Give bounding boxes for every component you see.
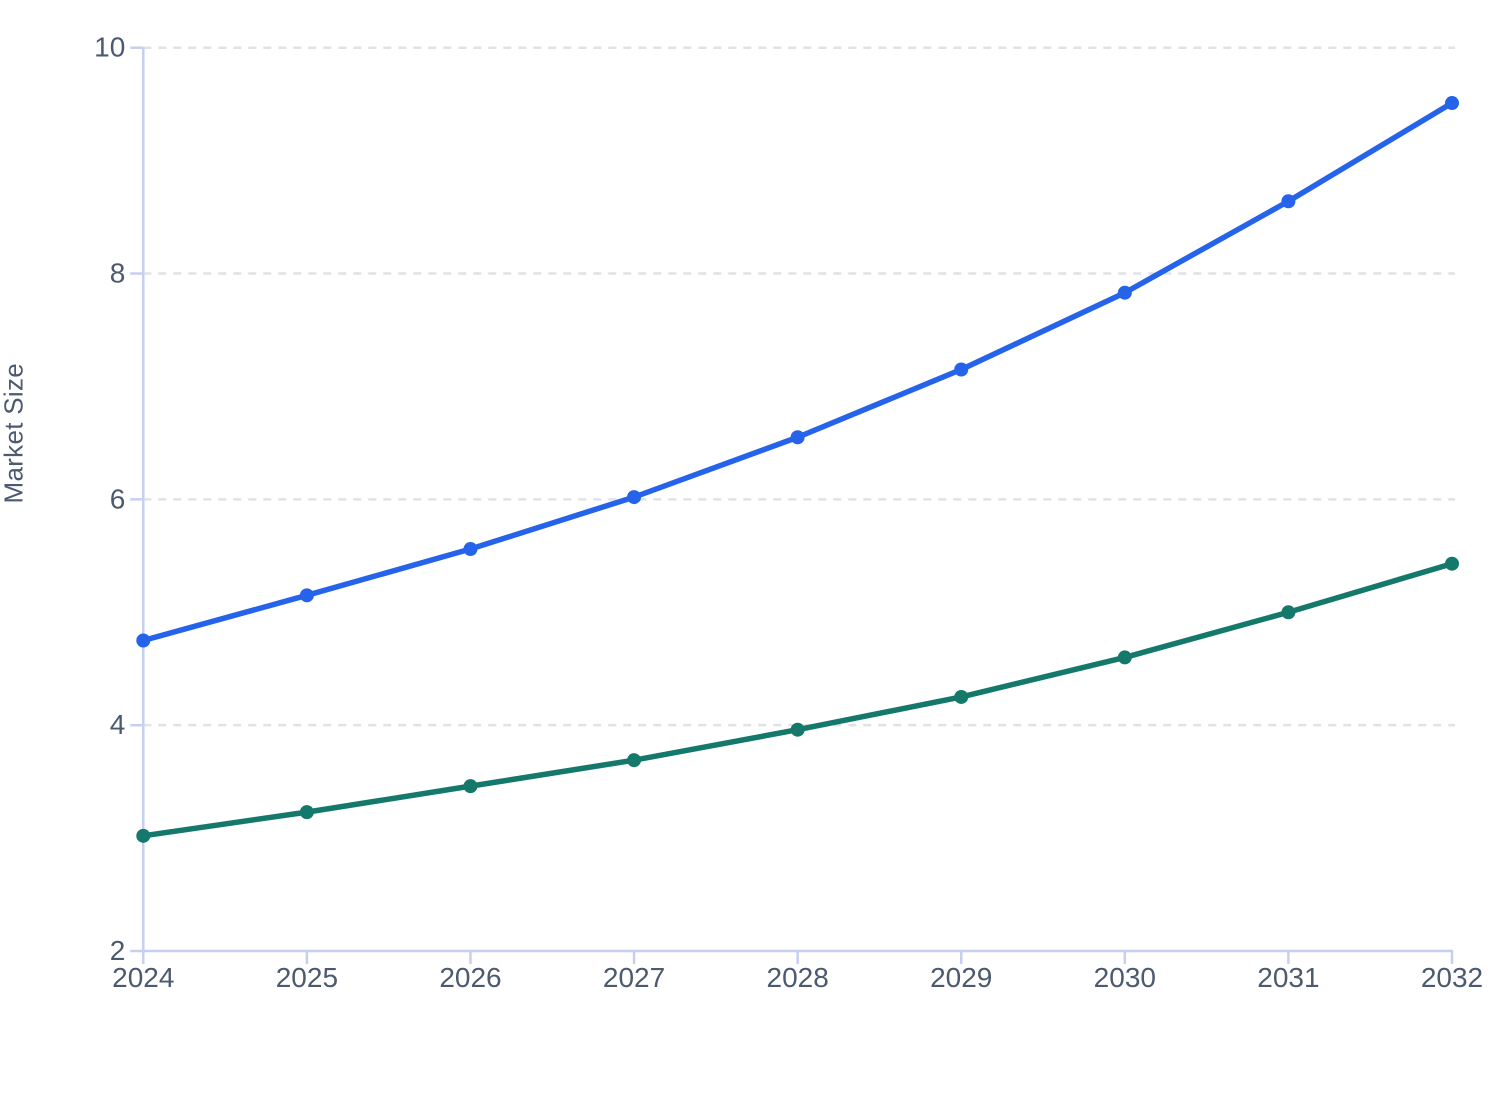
- upper-series-point-2029: [954, 362, 969, 377]
- x-tick-label: 2028: [767, 962, 829, 993]
- x-tick-label: 2027: [603, 962, 665, 993]
- y-axis-title: Market Size: [0, 362, 29, 504]
- lower-series-point-2030: [1117, 650, 1132, 665]
- upper-series-point-2028: [790, 430, 805, 445]
- x-tick-label: 2032: [1421, 962, 1483, 993]
- upper-series-point-2032: [1445, 96, 1459, 111]
- lower-series-point-2025: [299, 805, 314, 820]
- lower-series-point-2028: [790, 722, 805, 737]
- y-tick-label: 2: [110, 935, 126, 966]
- y-tick-label: 8: [110, 258, 126, 289]
- lower-series-point-2026: [463, 779, 478, 794]
- upper-series-point-2030: [1117, 285, 1132, 300]
- upper-series-point-2027: [627, 490, 642, 505]
- x-tick-label: 2024: [112, 962, 174, 993]
- y-tick-label: 6: [110, 483, 126, 514]
- upper-series-point-2031: [1281, 194, 1296, 209]
- lower-series-point-2031: [1281, 605, 1296, 620]
- upper-series-point-2024: [136, 633, 151, 648]
- x-tick-label: 2026: [439, 962, 501, 993]
- x-tick-label: 2031: [1257, 962, 1319, 993]
- y-tick-label: 4: [110, 709, 126, 740]
- lower-series-line: [140, 560, 1455, 839]
- x-tick-label: 2030: [1094, 962, 1156, 993]
- lower-series-point-2029: [954, 689, 969, 704]
- lower-series-point-2027: [627, 753, 642, 768]
- upper-series-point-2025: [299, 588, 314, 603]
- x-tick-label: 2029: [930, 962, 992, 993]
- x-tick-label: 2025: [276, 962, 338, 993]
- upper-series-line: [140, 100, 1455, 644]
- y-tick-label: 10: [94, 32, 125, 63]
- lower-series-point-2032: [1445, 556, 1459, 571]
- lower-series-point-2024: [136, 828, 151, 843]
- upper-series-point-2026: [463, 542, 478, 557]
